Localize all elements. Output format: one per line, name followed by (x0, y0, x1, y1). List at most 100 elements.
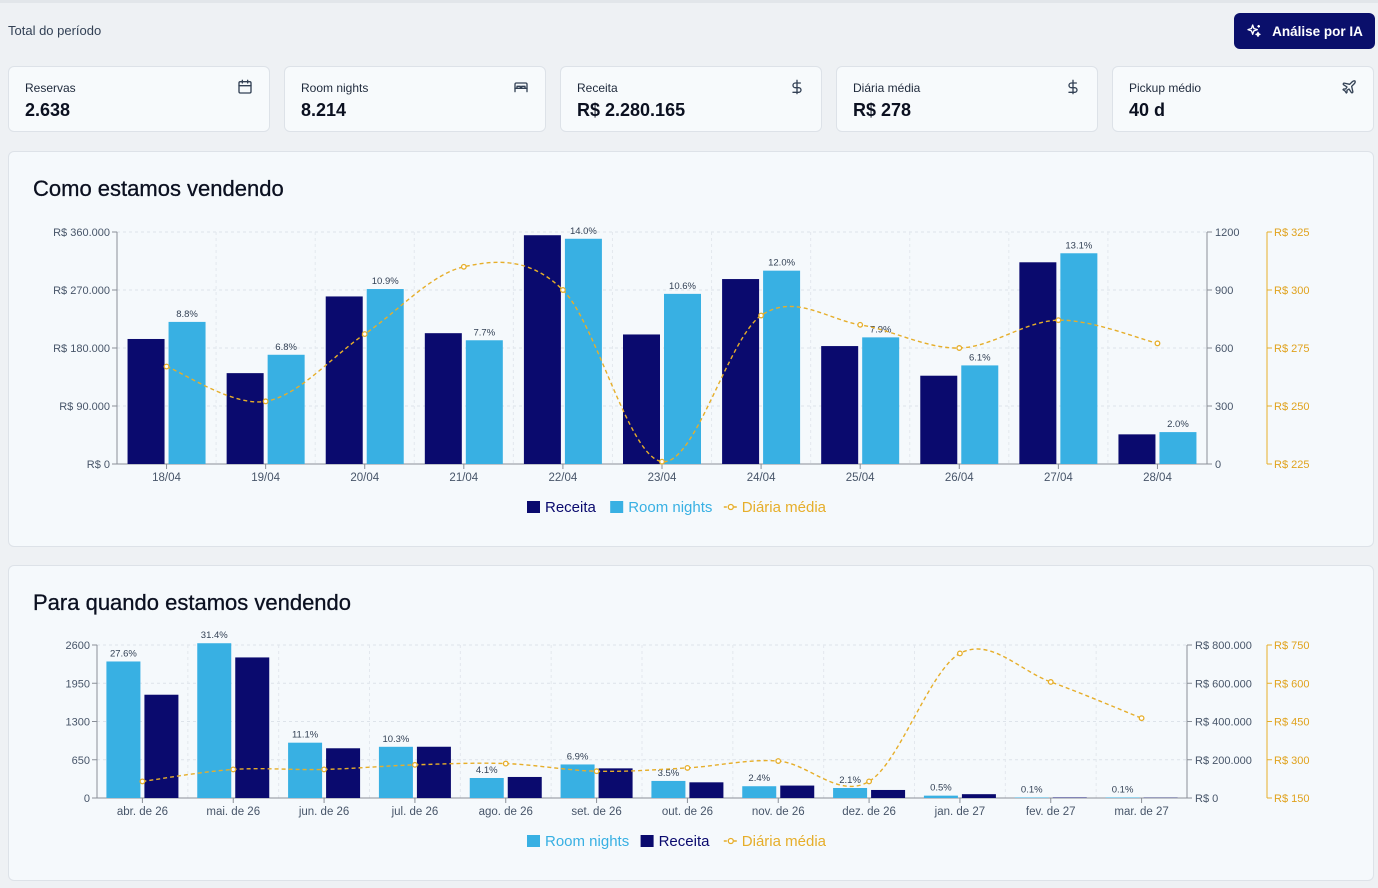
dollar-icon (1068, 79, 1078, 95)
y-tick-label-left: R$ 360.000 (53, 227, 110, 239)
y-tick-label-left: 1950 (66, 678, 90, 690)
x-tick-label: ago. de 26 (479, 806, 533, 818)
point-diaria-media (502, 760, 509, 767)
bar-room-nights (465, 340, 503, 464)
point-diaria-media (684, 764, 691, 771)
legend-swatch (527, 835, 540, 847)
y-tick-label-left: R$ 180.000 (53, 343, 110, 355)
bar-receita (235, 657, 270, 798)
x-tick-label: set. de 26 (571, 806, 622, 818)
y-tick-label-right: R$ 400.000 (1195, 717, 1252, 729)
point-diaria-media (1047, 679, 1054, 685)
point-diaria-media (230, 766, 237, 773)
bar-receita (598, 768, 633, 798)
point-diaria-media (659, 458, 665, 465)
kpi-value: R$ 2.280.165 (577, 100, 686, 120)
y-tick-label-left: 1300 (66, 717, 90, 729)
data-label: 4.1% (476, 765, 498, 776)
x-tick-label: 23/04 (648, 472, 677, 484)
chart-para-quando-estamos-vendendo: 0 650 1300 1950 2600 R$ 0 R$ 200.000 R$ 400.000… (66, 630, 1310, 850)
x-tick-label: 19/04 (251, 472, 280, 484)
bar-room-nights (862, 337, 900, 464)
data-label: 6.1% (969, 352, 991, 363)
bar-room-nights (961, 365, 999, 464)
line-diaria-media (166, 261, 1158, 463)
kpi-value: 40 d (1129, 100, 1166, 120)
bar-room-nights (833, 787, 868, 798)
y-tick-label-right-secondary: R$ 150 (1274, 793, 1309, 805)
y-tick-label-right: 1200 (1215, 227, 1239, 239)
data-label: 13.1% (1065, 240, 1092, 251)
y-tick-label-left: 650 (72, 755, 90, 767)
y-tick-label-right-secondary: R$ 275 (1274, 343, 1309, 355)
x-tick-label: 25/04 (846, 472, 875, 484)
legend-swatch (527, 501, 540, 513)
kpi-label: Reservas (25, 81, 76, 95)
point-diaria-media (857, 321, 864, 328)
bar-room-nights (1159, 432, 1197, 464)
point-diaria-media (1138, 715, 1145, 722)
bar-receita (780, 785, 815, 798)
calendar-icon (238, 79, 252, 94)
bar-room-nights (469, 777, 504, 798)
x-tick-label: fev. de 27 (1026, 806, 1076, 818)
x-tick-label: 20/04 (350, 472, 379, 484)
y-tick-label-right: R$ 0 (1195, 793, 1218, 805)
y-tick-label-right: 900 (1215, 285, 1233, 297)
bar-receita (424, 333, 462, 464)
x-tick-label: 26/04 (945, 472, 974, 484)
top-divider (0, 0, 1378, 3)
ai-analysis-button[interactable]: Análise por IA (1234, 13, 1375, 49)
data-label: 0.5% (930, 783, 952, 794)
data-label: 27.6% (110, 648, 137, 659)
plane-icon (1342, 80, 1356, 94)
y-tick-label-left: R$ 90.000 (59, 401, 110, 413)
kpi-value: R$ 278 (853, 100, 912, 120)
x-tick-label: dez. de 26 (842, 806, 896, 818)
bar-receita (1118, 434, 1156, 464)
chart-panel-stay: Para quando estamos vendendo (8, 565, 1374, 881)
point-diaria-media (758, 312, 765, 319)
kpi-label: Receita (577, 81, 618, 95)
point-diaria-media (163, 363, 170, 370)
x-tick-label: 21/04 (449, 472, 478, 484)
y-tick-label-right: 300 (1215, 401, 1233, 413)
data-label: 6.9% (567, 751, 589, 762)
legend-item: Room nights (628, 499, 712, 516)
x-tick-label: nov. de 26 (752, 806, 805, 818)
x-tick-label: 22/04 (549, 472, 578, 484)
bar-room-nights (288, 742, 323, 798)
data-label: 11.1% (292, 730, 319, 741)
x-tick-label: jul. de 26 (391, 806, 439, 818)
legend-item: Receita (659, 833, 711, 850)
point-diaria-media (321, 766, 328, 773)
data-label: 6.8% (275, 342, 297, 353)
y-tick-label-right-secondary: R$ 225 (1274, 459, 1309, 471)
bar-room-nights (664, 293, 701, 464)
bar-receita (226, 373, 264, 464)
x-tick-label: 24/04 (747, 472, 776, 484)
bar-receita (127, 338, 165, 464)
data-label: 7.7% (473, 327, 495, 338)
kpi-card-room-nights: Room nights 8.214 (284, 66, 546, 132)
y-tick-label-right-secondary: R$ 750 (1274, 640, 1309, 652)
point-diaria-media (1055, 317, 1062, 324)
bar-receita (623, 334, 660, 464)
data-label: 8.8% (176, 309, 198, 320)
bar-room-nights (378, 746, 413, 798)
bar-room-nights (168, 321, 206, 464)
legend-swatch (640, 835, 654, 847)
point-diaria-media (956, 650, 963, 657)
period-label: Total do período (8, 23, 102, 38)
ai-analysis-label: Análise por IA (1272, 23, 1363, 39)
y-tick-label-right-secondary: R$ 600 (1274, 678, 1309, 690)
chart-title: Como estamos vendendo (33, 176, 284, 201)
legend-item: Diária média (742, 833, 827, 850)
x-tick-label: mar. de 27 (1114, 806, 1168, 818)
data-label: 2.0% (1167, 419, 1189, 430)
y-tick-label-right: R$ 200.000 (1195, 755, 1252, 767)
data-label: 12.0% (768, 258, 795, 269)
point-diaria-media (262, 398, 269, 405)
bar-receita (144, 694, 179, 798)
point-diaria-media (361, 331, 368, 338)
